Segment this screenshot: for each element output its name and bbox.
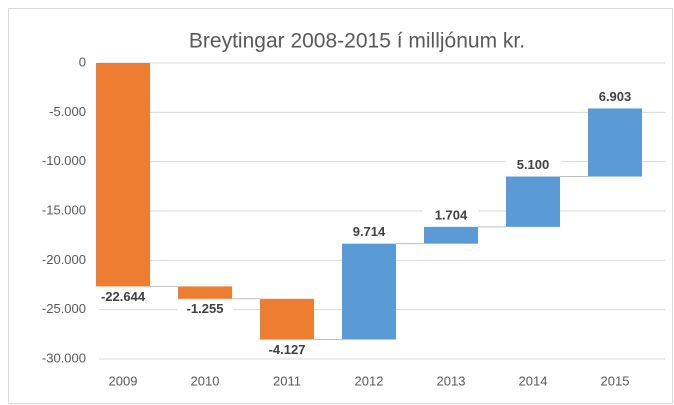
label-bg <box>505 157 561 174</box>
y-tick-label: -20.000 <box>42 252 86 267</box>
x-tick-label: 2009 <box>109 373 138 388</box>
value-label: 6.903 <box>599 89 632 104</box>
bar <box>96 63 150 287</box>
label-bg <box>95 289 151 306</box>
y-tick-label: 0 <box>79 54 86 69</box>
y-tick-label: -25.000 <box>42 301 86 316</box>
value-label: 9.714 <box>353 224 386 239</box>
bar <box>260 298 314 340</box>
bar <box>178 286 232 299</box>
y-tick-label: -5.000 <box>49 104 86 119</box>
x-tick-label: 2014 <box>519 373 548 388</box>
y-tick-label: -30.000 <box>42 350 86 365</box>
label-bg <box>423 207 479 224</box>
chart-title: Breytingar 2008-2015 í milljónum kr. <box>189 30 525 53</box>
x-tick-label: 2010 <box>191 373 220 388</box>
value-label: -22.644 <box>101 289 146 304</box>
bar <box>342 243 396 340</box>
value-label: -1.255 <box>187 301 224 316</box>
x-tick-label: 2015 <box>601 373 630 388</box>
bar <box>424 226 478 244</box>
x-tick-label: 2012 <box>355 373 384 388</box>
y-tick-label: -15.000 <box>42 202 86 217</box>
label-bg <box>259 342 315 359</box>
bar <box>588 108 642 177</box>
value-label: 5.100 <box>517 157 550 172</box>
label-bg <box>177 301 233 318</box>
label-bg <box>341 224 397 241</box>
bar <box>506 176 560 227</box>
x-tick-label: 2011 <box>273 373 301 388</box>
x-tick-label: 2013 <box>437 373 466 388</box>
y-tick-label: -10.000 <box>42 153 86 168</box>
value-label: -4.127 <box>269 342 306 357</box>
label-bg <box>587 89 643 106</box>
value-label: 1.704 <box>435 207 468 222</box>
